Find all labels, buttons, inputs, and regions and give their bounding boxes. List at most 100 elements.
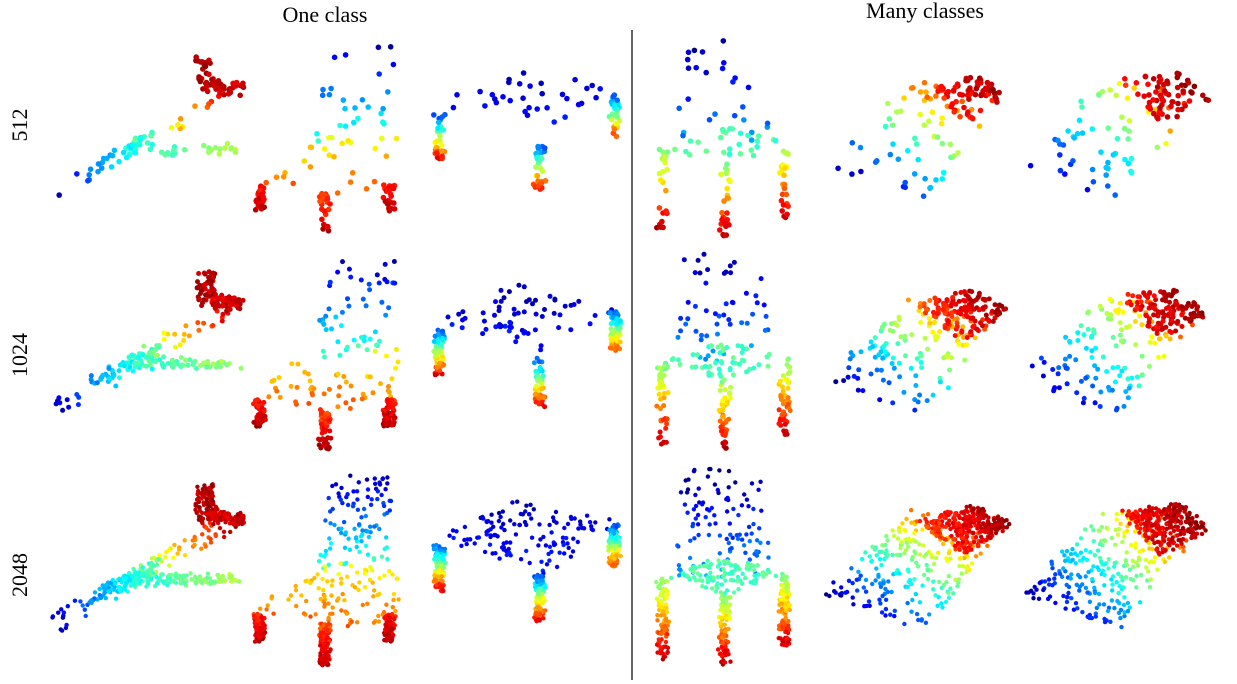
- point: [1125, 136, 1131, 142]
- point: [718, 388, 723, 393]
- point: [781, 389, 786, 394]
- point: [392, 259, 397, 264]
- point: [454, 92, 460, 98]
- point: [88, 166, 94, 172]
- point: [173, 345, 178, 350]
- point: [1137, 383, 1142, 388]
- point: [959, 99, 965, 105]
- row-label: 512: [7, 109, 32, 142]
- point: [927, 316, 932, 321]
- point: [706, 353, 711, 358]
- point: [693, 304, 698, 309]
- point: [777, 627, 781, 631]
- point: [263, 180, 269, 186]
- point: [95, 169, 101, 175]
- point: [931, 587, 935, 591]
- point: [259, 204, 265, 210]
- point: [656, 436, 661, 441]
- point: [672, 147, 678, 153]
- point: [528, 561, 532, 565]
- point: [326, 663, 330, 667]
- point: [736, 513, 740, 517]
- point: [1169, 318, 1174, 323]
- point: [741, 347, 746, 352]
- point: [658, 593, 662, 597]
- point: [873, 159, 879, 165]
- point: [148, 147, 154, 153]
- point: [715, 581, 719, 585]
- point: [868, 554, 872, 558]
- point: [751, 153, 757, 159]
- point: [930, 109, 936, 115]
- point: [902, 180, 908, 186]
- point: [986, 525, 990, 529]
- point: [960, 571, 964, 575]
- point: [907, 580, 911, 584]
- point: [1112, 192, 1118, 198]
- point: [613, 121, 619, 127]
- point: [910, 85, 916, 91]
- point: [563, 304, 568, 309]
- point: [1134, 306, 1139, 311]
- point: [537, 359, 542, 364]
- point: [481, 310, 486, 315]
- point: [753, 293, 758, 298]
- point: [317, 438, 322, 443]
- point: [1162, 88, 1168, 94]
- point: [892, 534, 896, 538]
- point: [378, 576, 382, 580]
- point: [270, 594, 274, 598]
- point: [902, 551, 906, 555]
- point: [440, 579, 444, 583]
- point: [912, 408, 917, 413]
- point: [504, 540, 508, 544]
- point: [1158, 321, 1163, 326]
- point: [751, 522, 755, 526]
- point: [350, 620, 354, 624]
- point: [104, 596, 108, 600]
- point: [745, 321, 750, 326]
- point: [74, 171, 80, 177]
- point: [944, 513, 948, 517]
- point: [897, 528, 901, 532]
- point: [535, 605, 539, 609]
- point: [722, 559, 726, 563]
- point: [1056, 371, 1061, 376]
- point: [109, 164, 115, 170]
- point: [985, 80, 991, 86]
- point: [975, 526, 979, 530]
- point: [743, 576, 747, 580]
- point: [348, 275, 353, 280]
- point: [859, 349, 864, 354]
- point: [517, 81, 523, 87]
- point: [719, 343, 724, 348]
- point: [172, 579, 176, 583]
- point: [386, 410, 391, 415]
- point: [536, 589, 540, 593]
- point: [890, 361, 895, 366]
- point: [435, 564, 439, 568]
- point: [372, 524, 376, 528]
- point: [951, 537, 955, 541]
- point: [295, 385, 300, 390]
- point: [751, 564, 755, 568]
- point: [1103, 172, 1109, 178]
- point: [914, 592, 918, 596]
- point: [966, 306, 971, 311]
- point: [724, 497, 728, 501]
- point: [329, 326, 334, 331]
- point: [897, 571, 901, 575]
- point: [873, 335, 878, 340]
- point: [912, 171, 918, 177]
- point: [492, 96, 498, 102]
- point: [716, 558, 720, 562]
- point: [120, 580, 124, 584]
- point: [314, 612, 318, 616]
- point: [612, 126, 618, 132]
- point: [193, 54, 199, 60]
- point: [372, 588, 376, 592]
- point: [1163, 141, 1169, 147]
- point: [501, 522, 505, 526]
- point: [306, 401, 311, 406]
- point: [228, 530, 232, 534]
